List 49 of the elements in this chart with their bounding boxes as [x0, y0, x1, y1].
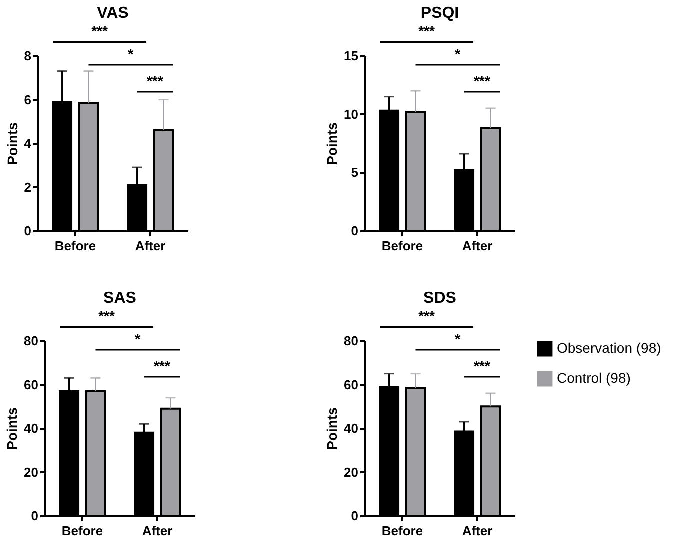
- y-tick-label: 40: [344, 421, 358, 436]
- y-tick-label: 5: [351, 165, 358, 180]
- annotation: ***: [474, 358, 491, 374]
- x-tick-label: After: [142, 524, 173, 538]
- legend-label: Observation (98): [557, 340, 662, 356]
- y-tick-label: 6: [24, 92, 32, 108]
- y-axis-title: Points: [4, 407, 20, 450]
- x-tick-label: Before: [382, 238, 424, 254]
- annotation: *: [135, 331, 142, 347]
- y-tick-label: 0: [31, 508, 38, 524]
- text: ***: [418, 23, 436, 39]
- annotation: ***: [474, 73, 491, 89]
- y-axis-title: Points: [324, 407, 340, 450]
- x-tick-label: After: [462, 524, 493, 538]
- annotation: ***: [154, 358, 171, 374]
- x-tick-label: After: [135, 238, 166, 254]
- text: ***: [98, 308, 116, 324]
- y-tick-label: 20: [344, 464, 358, 480]
- y-tick-label: 2: [24, 180, 32, 195]
- text: ***: [92, 23, 108, 39]
- y-tick-label: 80: [344, 334, 358, 348]
- x-tick-label: Before: [62, 524, 104, 538]
- legend-label: Control (98): [557, 370, 631, 386]
- x-tick-label: After: [462, 238, 493, 254]
- y-tick-label: 4: [24, 136, 32, 151]
- y-tick-label: 80: [24, 334, 38, 348]
- y-tick-label: 0: [351, 508, 358, 524]
- y-tick-label: 40: [24, 421, 38, 436]
- y-axis-title: Points: [4, 122, 20, 166]
- y-tick-label: 15: [344, 48, 358, 64]
- y-tick-label: 0: [351, 224, 358, 238]
- annotation: *: [455, 331, 462, 347]
- y-tick-label: 0: [24, 224, 32, 238]
- chart-title: SAS: [104, 290, 137, 307]
- text: ***: [418, 308, 436, 324]
- chart-title: SDS: [424, 290, 457, 307]
- y-tick-label: 10: [344, 106, 358, 122]
- y-tick-label: 8: [24, 48, 32, 64]
- y-tick-label: 60: [344, 377, 358, 392]
- x-tick-label: Before: [54, 238, 96, 254]
- annotation: ***: [146, 73, 164, 89]
- y-tick-label: 60: [24, 377, 38, 392]
- y-tick-label: 20: [24, 464, 38, 480]
- annotation: *: [455, 46, 462, 62]
- annotation: *: [128, 46, 134, 62]
- chart-title: PSQI: [420, 5, 460, 22]
- x-tick-label: Before: [382, 524, 424, 538]
- y-axis-title: Points: [324, 122, 340, 166]
- chart-title: VAS: [97, 5, 130, 22]
